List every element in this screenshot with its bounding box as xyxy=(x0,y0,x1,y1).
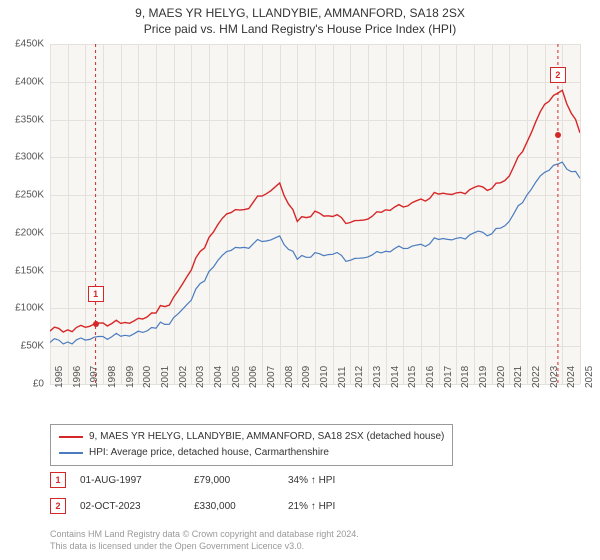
x-axis-label: 2024 xyxy=(566,366,577,388)
marker-box: 2 xyxy=(550,67,566,83)
marker-dot xyxy=(93,321,99,327)
x-axis-label: 2025 xyxy=(584,366,595,388)
attribution: Contains HM Land Registry data © Crown c… xyxy=(50,528,359,552)
x-axis-label: 2015 xyxy=(407,366,418,388)
legend-row-red: 9, MAES YR HELYG, LLANDYBIE, AMMANFORD, … xyxy=(59,429,444,445)
y-axis-label: £0 xyxy=(33,379,44,390)
sale-delta-2: 21% ↑ HPI xyxy=(288,501,335,512)
x-axis-label: 1996 xyxy=(72,366,83,388)
x-axis-label: 2011 xyxy=(337,366,348,388)
chart-subtitle: Price paid vs. HM Land Registry's House … xyxy=(0,20,600,36)
x-axis-label: 2016 xyxy=(425,366,436,388)
x-axis-label: 2008 xyxy=(284,366,295,388)
legend-label-blue: HPI: Average price, detached house, Carm… xyxy=(89,445,329,461)
x-axis-label: 2006 xyxy=(248,366,259,388)
x-axis-label: 2019 xyxy=(478,366,489,388)
sale-date-2: 02-OCT-2023 xyxy=(80,501,180,512)
y-axis-label: £400K xyxy=(15,76,44,87)
marker-box: 1 xyxy=(88,286,104,302)
y-axis-label: £50K xyxy=(21,341,44,352)
series-line xyxy=(50,162,580,344)
series-line xyxy=(50,90,580,332)
legend: 9, MAES YR HELYG, LLANDYBIE, AMMANFORD, … xyxy=(50,424,453,466)
x-axis-label: 2005 xyxy=(231,366,242,388)
y-axis-label: £300K xyxy=(15,152,44,163)
y-axis-label: £350K xyxy=(15,114,44,125)
chart-lines xyxy=(50,44,580,384)
sale-date-1: 01-AUG-1997 xyxy=(80,475,180,486)
x-axis-label: 2022 xyxy=(531,366,542,388)
legend-swatch-blue xyxy=(59,452,83,454)
sale-marker-2: 2 xyxy=(50,498,66,514)
sale-row-1: 1 01-AUG-1997 £79,000 34% ↑ HPI xyxy=(50,472,335,488)
x-axis-label: 2013 xyxy=(372,366,383,388)
x-axis-label: 2002 xyxy=(178,366,189,388)
x-axis-label: 2018 xyxy=(460,366,471,388)
x-axis-label: 2014 xyxy=(390,366,401,388)
x-axis-label: 1997 xyxy=(89,366,100,388)
x-axis-label: 2023 xyxy=(549,366,560,388)
sale-price-1: £79,000 xyxy=(194,475,274,486)
x-axis-label: 2012 xyxy=(354,366,365,388)
x-axis-label: 2017 xyxy=(443,366,454,388)
x-axis-label: 1995 xyxy=(54,366,65,388)
x-axis-label: 2009 xyxy=(301,366,312,388)
legend-label-red: 9, MAES YR HELYG, LLANDYBIE, AMMANFORD, … xyxy=(89,429,444,445)
attribution-line1: Contains HM Land Registry data © Crown c… xyxy=(50,528,359,540)
y-axis-label: £250K xyxy=(15,190,44,201)
x-axis-label: 2021 xyxy=(513,366,524,388)
gridline-v xyxy=(580,44,581,384)
x-axis-label: 2003 xyxy=(195,366,206,388)
legend-swatch-red xyxy=(59,436,83,438)
x-axis-label: 2020 xyxy=(496,366,507,388)
x-axis-label: 2007 xyxy=(266,366,277,388)
chart-area: 12 £0£50K£100K£150K£200K£250K£300K£350K£… xyxy=(50,44,580,384)
sale-row-2: 2 02-OCT-2023 £330,000 21% ↑ HPI xyxy=(50,498,335,514)
sale-price-2: £330,000 xyxy=(194,501,274,512)
attribution-line2: This data is licensed under the Open Gov… xyxy=(50,540,359,552)
chart-title: 9, MAES YR HELYG, LLANDYBIE, AMMANFORD, … xyxy=(0,0,600,20)
sale-delta-1: 34% ↑ HPI xyxy=(288,475,335,486)
x-axis-label: 2000 xyxy=(142,366,153,388)
y-axis-label: £450K xyxy=(15,39,44,50)
y-axis-label: £100K xyxy=(15,303,44,314)
legend-row-blue: HPI: Average price, detached house, Carm… xyxy=(59,445,444,461)
y-axis-label: £150K xyxy=(15,265,44,276)
marker-dot xyxy=(555,132,561,138)
sale-marker-1: 1 xyxy=(50,472,66,488)
x-axis-label: 1998 xyxy=(107,366,118,388)
y-axis-label: £200K xyxy=(15,227,44,238)
x-axis-label: 1999 xyxy=(125,366,136,388)
x-axis-label: 2004 xyxy=(213,366,224,388)
x-axis-label: 2010 xyxy=(319,366,330,388)
x-axis-label: 2001 xyxy=(160,366,171,388)
